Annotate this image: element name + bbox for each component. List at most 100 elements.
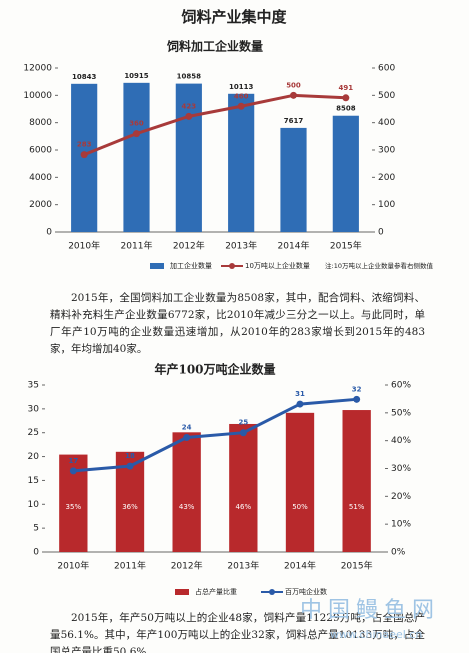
line-label: 423 xyxy=(182,102,197,110)
line-label: 283 xyxy=(77,141,92,149)
y2-tick-label: 60% xyxy=(391,381,411,391)
line-label: 360 xyxy=(129,120,144,128)
y-tick-label: 35 xyxy=(28,381,39,391)
line-label: 31 xyxy=(295,390,305,398)
y2-tick-label: 40% xyxy=(391,436,411,446)
line-label: 32 xyxy=(352,385,362,393)
bar-label: 10915 xyxy=(124,72,148,80)
watermark-url: www.chinaeel.cn xyxy=(330,628,423,641)
x-tick-label: 2011年 xyxy=(114,560,146,572)
line-point xyxy=(239,429,247,437)
line-point xyxy=(290,91,297,99)
y2-tick-label: 0 xyxy=(378,228,384,238)
x-tick-label: 2014年 xyxy=(284,560,316,572)
y2-tick-label: 300 xyxy=(378,146,395,156)
bar-label: 35% xyxy=(66,503,82,511)
line-point xyxy=(185,112,193,120)
bar-label: 10113 xyxy=(229,83,253,91)
y-tick-label: 0 xyxy=(46,228,52,238)
bar xyxy=(285,412,315,552)
line-label: 25 xyxy=(238,419,248,427)
legend-swatch xyxy=(150,263,164,269)
line xyxy=(83,93,346,157)
legend-swatch xyxy=(229,263,235,269)
y2-tick-label: 600 xyxy=(378,64,395,74)
legend-swatch xyxy=(269,589,275,595)
bar xyxy=(280,127,307,232)
paragraph: 2015年，全国饲料加工企业数量为8508家，其中，配合饲料、浓缩饲料、精料补充… xyxy=(50,292,425,355)
y2-tick-label: 100 xyxy=(378,200,395,210)
line-label: 17 xyxy=(68,457,78,465)
line-label: 460 xyxy=(234,92,249,100)
paragraph: 2015年，年产50万吨以上的企业48家，饲料产量11229万吨，占全国总产量5… xyxy=(50,612,425,653)
bar-label: 51% xyxy=(349,503,365,511)
bar-label: 43% xyxy=(179,503,195,511)
y-tick-label: 20 xyxy=(28,452,40,462)
line-label: 18 xyxy=(125,452,135,460)
x-tick-label: 2010年 xyxy=(57,560,89,572)
line-point xyxy=(237,102,245,110)
bar xyxy=(172,432,201,552)
y-tick-label: 10 xyxy=(28,500,40,510)
y2-tick-label: 30% xyxy=(391,464,411,474)
bar xyxy=(175,83,202,232)
legend-label: 百万吨企业数 xyxy=(285,587,327,596)
y2-tick-label: 200 xyxy=(378,173,395,183)
bar xyxy=(123,82,150,232)
y-tick-label: 2000 xyxy=(29,200,52,210)
y-tick-label: 10000 xyxy=(23,91,52,101)
legend-label: 10万吨以上企业数量 xyxy=(245,261,310,270)
y2-tick-label: 20% xyxy=(391,492,411,502)
bar-label: 50% xyxy=(292,503,308,511)
page-title: 饲料产业集中度 xyxy=(180,8,287,26)
y2-tick-label: 10% xyxy=(391,520,411,530)
watermark: 中国鳗鱼网 xyxy=(300,598,441,623)
bar-label: 36% xyxy=(122,503,138,511)
line-point xyxy=(133,130,140,138)
y-tick-label: 12000 xyxy=(23,64,52,74)
bar xyxy=(342,410,371,552)
bar-label: 46% xyxy=(236,503,252,511)
bar xyxy=(229,423,258,552)
line-label: 24 xyxy=(182,423,192,431)
y2-tick-label: 400 xyxy=(378,118,395,128)
chart-title: 年产100万吨企业数量 xyxy=(154,362,275,377)
y2-tick-label: 0% xyxy=(391,548,406,558)
y-tick-label: 4000 xyxy=(29,173,52,183)
line xyxy=(73,397,357,473)
bar-label: 7617 xyxy=(284,117,304,125)
line-label: 500 xyxy=(286,81,301,89)
x-tick-label: 2015年 xyxy=(330,240,362,252)
x-tick-label: 2013年 xyxy=(225,240,257,252)
line-point xyxy=(183,433,191,441)
y-tick-label: 15 xyxy=(28,476,39,486)
line-point xyxy=(69,467,77,475)
x-tick-label: 2015年 xyxy=(341,560,373,572)
line-point xyxy=(126,462,134,470)
x-tick-label: 2014年 xyxy=(278,240,310,252)
x-tick-label: 2011年 xyxy=(121,240,153,252)
line-point xyxy=(353,395,361,403)
chart-note: 注:10万吨以上企业数量参看右侧数值 xyxy=(325,261,433,270)
bar xyxy=(332,115,359,232)
line-point xyxy=(342,94,350,102)
y-tick-label: 0 xyxy=(33,548,39,558)
bar-label: 8508 xyxy=(336,105,356,113)
line-point xyxy=(80,151,88,159)
legend-label: 占总产量比重 xyxy=(195,587,237,596)
bar-label: 10858 xyxy=(177,73,201,81)
bar xyxy=(228,93,255,232)
legend-label: 加工企业数量 xyxy=(170,261,212,270)
y-tick-label: 30 xyxy=(28,404,40,414)
x-tick-label: 2010年 xyxy=(68,240,100,252)
y-tick-label: 8000 xyxy=(29,118,52,128)
x-tick-label: 2013年 xyxy=(227,560,259,572)
x-tick-label: 2012年 xyxy=(171,560,203,572)
y-tick-label: 5 xyxy=(33,524,39,534)
y-tick-label: 25 xyxy=(28,428,39,438)
bar-label: 10843 xyxy=(72,73,96,81)
y2-tick-label: 500 xyxy=(378,91,395,101)
y2-tick-label: 50% xyxy=(391,408,411,418)
